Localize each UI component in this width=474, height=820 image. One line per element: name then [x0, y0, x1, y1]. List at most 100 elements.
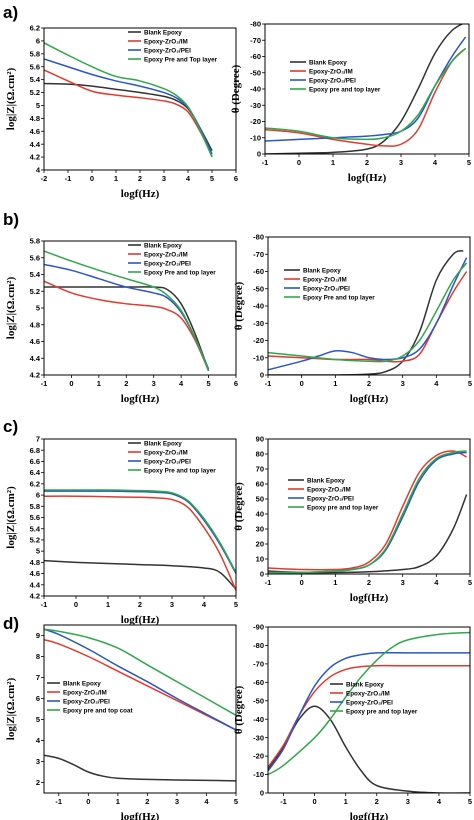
y-tick-label: -30 [250, 101, 261, 110]
legend-label-im: Epoxy-ZrO₂/IM [144, 251, 188, 258]
x-tick-label: 5 [210, 174, 214, 183]
legend: Blank Epoxy Epoxy-ZrO₂/IM Epoxy-ZrO₂/PEI Ep… [128, 29, 218, 63]
legend-label-top: Epoxy Pre and Top layer [144, 56, 218, 63]
y-tick-label: 70 [256, 465, 264, 474]
legend-label-top: Epoxy Pre and top layer [144, 467, 216, 474]
x-tick-label: 1 [106, 600, 110, 609]
series-line-blank [44, 754, 236, 782]
y-tick-label: 5.2 [30, 287, 40, 296]
legend: Blank Epoxy Epoxy-ZrO₂/IM Epoxy-ZrO₂/PEI Ep… [290, 59, 381, 93]
legend: Blank Epoxy Epoxy-ZrO₂/IM Epoxy-ZrO₂/PEI Ep… [288, 477, 379, 511]
y-axis-label: θ (Degree) [233, 281, 245, 330]
chart-a-right: -1 0 1 2 3 4 50-10-20-30-40-50-60-70-80logf(Hz… [230, 20, 471, 184]
x-tick-label: 2 [367, 379, 371, 388]
y-tick-label: 4.6 [30, 127, 40, 136]
x-axis-label: logf(Hz) [348, 172, 387, 184]
legend-label-top: Epoxy pre and top layer [346, 708, 418, 715]
legend-label-blank: Blank Epoxy [307, 477, 345, 484]
series-line-top [44, 250, 210, 372]
legend: Blank Epoxy Epoxy-ZrO₂/IM Epoxy-ZrO₂/PEI Ep… [330, 681, 418, 715]
y-tick-label: 4.4 [30, 354, 41, 363]
series-line-blank [268, 705, 470, 793]
series-line-top [268, 450, 467, 574]
y-tick-label: -70 [253, 659, 264, 668]
x-tick-label: 1 [333, 379, 337, 388]
series-line-top [44, 42, 213, 158]
series-line-im [44, 280, 210, 372]
y-tick-label: 7 [36, 673, 40, 682]
x-tick-label: 2 [138, 600, 142, 609]
y-tick-label: 4.6 [30, 569, 40, 578]
x-tick-label: -1 [65, 174, 72, 183]
x-tick-label: 2 [138, 174, 142, 183]
x-tick-label: 1 [114, 174, 118, 183]
x-axis-label: logf(Hz) [350, 592, 389, 604]
legend-label-blank: Blank Epoxy [346, 681, 384, 688]
y-tick-label: -80 [253, 233, 264, 242]
x-tick-label: 3 [406, 797, 410, 806]
x-tick-label: 4 [433, 158, 438, 167]
y-tick-label: 6 [36, 37, 40, 46]
x-tick-label: 3 [399, 158, 403, 167]
legend-label-pei: Epoxy-ZrO₂/PEI [63, 698, 110, 705]
x-tick-label: 5 [468, 797, 472, 806]
series-line-blank [265, 24, 464, 154]
legend-label-blank: Blank Epoxy [309, 59, 347, 66]
legend-label-pei: Epoxy-ZrO₂/PEI [303, 285, 350, 292]
chart-d-left: -1 0 1 2 3 4 5 2 3 4 5 6 7 8 9 logf(Hz) log|Z|(Ω.cm²) Bla… [5, 624, 238, 820]
y-tick-label: 7 [36, 435, 40, 444]
legend-label-im: Epoxy-ZrO₂/IM [309, 68, 353, 75]
series-line-im [44, 638, 236, 731]
legend-label-top: Epoxy pre and top coat [63, 707, 134, 714]
y-tick-label: 80 [256, 450, 264, 459]
legend-label-top: Epoxy pre and top layer [309, 86, 381, 93]
y-tick-label: 5 [36, 304, 40, 313]
y-tick-label: 60 [256, 480, 264, 489]
y-tick-label: 3 [36, 757, 40, 766]
x-tick-label: 6 [234, 174, 238, 183]
x-tick-label: 3 [170, 600, 174, 609]
y-tick-label: 40 [256, 510, 264, 519]
legend-label-top: Epoxy Pre and top layer [303, 294, 375, 301]
legend: Blank Epoxy Epoxy-ZrO₂/IM Epoxy-ZrO₂/PEI Ep… [128, 242, 216, 276]
y-tick-label: 20 [256, 540, 264, 549]
x-tick-label: 5 [234, 797, 238, 806]
y-tick-label: 4.8 [30, 114, 40, 123]
x-tick-label: 2 [365, 158, 369, 167]
y-tick-label: 4 [36, 166, 41, 175]
x-tick-label: -1 [41, 600, 48, 609]
x-tick-label: -1 [265, 578, 272, 587]
legend-label-im: Epoxy-ZrO₂/IM [144, 449, 188, 456]
y-tick-label: -40 [250, 85, 261, 94]
x-tick-label: 1 [333, 578, 337, 587]
x-axis-label: logf(Hz) [350, 811, 389, 820]
y-tick-label: -60 [253, 267, 264, 276]
y-tick-label: 6 [36, 491, 40, 500]
legend-label-blank: Blank Epoxy [144, 242, 182, 249]
plot-frame [267, 626, 471, 794]
panel-label: d) [3, 614, 19, 633]
x-tick-label: 0 [300, 578, 304, 587]
y-tick-label: 5 [36, 101, 40, 110]
series-line-im [268, 271, 468, 363]
y-tick-label: -30 [253, 319, 264, 328]
legend: Blank Epoxy Epoxy-ZrO₂/IM Epoxy-ZrO₂/PEI Ep… [284, 267, 375, 301]
legend-label-im: Epoxy-ZrO₂/IM [346, 690, 390, 697]
y-tick-label: -60 [253, 678, 264, 687]
x-axis-label: logf(Hz) [121, 393, 160, 405]
legend-label-im: Epoxy-ZrO₂/IM [63, 689, 107, 696]
y-tick-label: -40 [253, 302, 264, 311]
y-tick-label: 0 [260, 570, 264, 579]
y-tick-label: 5 [36, 715, 40, 724]
y-axis-label: θ (Degree) [233, 685, 245, 734]
y-tick-label: 4.2 [30, 592, 40, 601]
y-tick-label: 5.4 [30, 270, 41, 279]
y-tick-label: -20 [253, 336, 264, 345]
x-tick-label: 0 [90, 174, 94, 183]
series-line-top [268, 631, 470, 776]
y-tick-label: -30 [253, 733, 264, 742]
plot-frame [43, 438, 237, 597]
y-tick-label: 4.2 [30, 153, 40, 162]
y-tick-label: 6.2 [30, 479, 40, 488]
y-tick-label: -80 [250, 20, 261, 29]
